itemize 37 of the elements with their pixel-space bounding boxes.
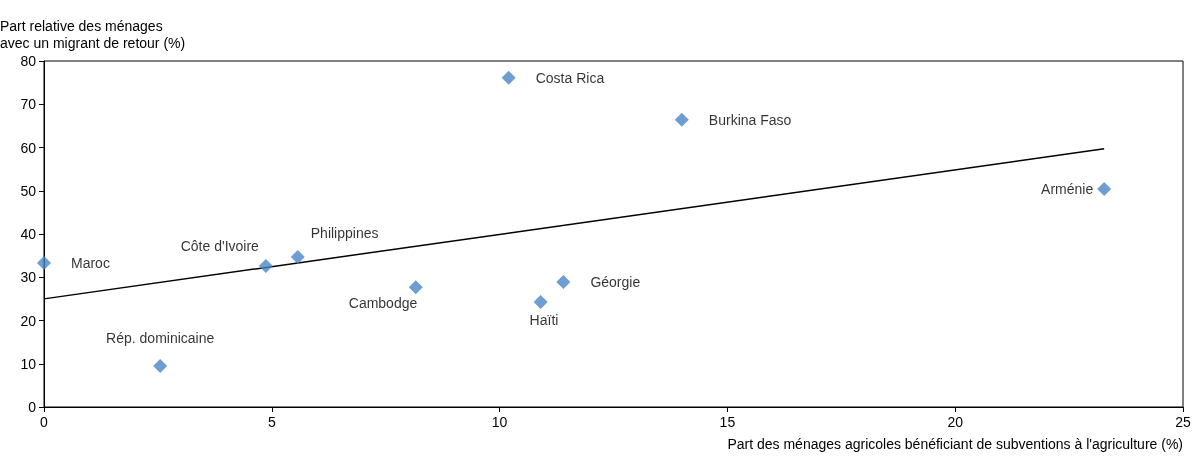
data-label: Maroc <box>71 254 110 271</box>
point <box>674 112 689 127</box>
x-tick-label: 25 <box>1175 414 1191 430</box>
y-tick-label: 0 <box>28 399 37 415</box>
data-label: Burkina Faso <box>708 111 792 128</box>
point <box>408 280 423 295</box>
point <box>533 294 548 309</box>
point <box>501 70 516 85</box>
data-label: Costa Rica <box>535 69 605 86</box>
point <box>1097 182 1112 197</box>
y-tick-label: 20 <box>20 312 37 329</box>
y-tick-label: 30 <box>20 269 37 286</box>
y-tick-label: 60 <box>20 139 37 156</box>
x-tick-label: 10 <box>491 414 508 430</box>
data-label: Côte d'Ivoire <box>180 238 260 255</box>
y-tick-label: 50 <box>20 182 37 199</box>
y-axis-title: Part relative des ménages avec un migrant de retour (%) <box>0 17 186 51</box>
point <box>258 259 273 274</box>
data-label: Haïti <box>529 311 559 328</box>
data-label: Rép. dominicaine <box>106 329 215 346</box>
point <box>153 358 168 373</box>
data-label: Arménie <box>1041 181 1094 198</box>
y-tick-label: 10 <box>20 355 37 372</box>
data-label: Géorgie <box>590 274 641 291</box>
y-tick-label: 40 <box>20 226 37 242</box>
x-tick-label: 5 <box>267 414 276 430</box>
data-label: Philippines <box>310 224 379 241</box>
x-axis-title: Part des ménages agricoles bénéficiant de subventions à l'agriculture (%) <box>727 436 1183 452</box>
y-tick-label: 80 <box>20 53 37 69</box>
x-tick-label: 20 <box>947 414 964 430</box>
point <box>37 255 51 270</box>
point <box>556 275 571 290</box>
data-label: Cambodge <box>348 295 418 312</box>
x-tick-label: 15 <box>719 414 736 430</box>
y-tick-label: 70 <box>20 96 37 113</box>
point <box>290 249 305 264</box>
x-tick-label: 0 <box>40 414 49 430</box>
